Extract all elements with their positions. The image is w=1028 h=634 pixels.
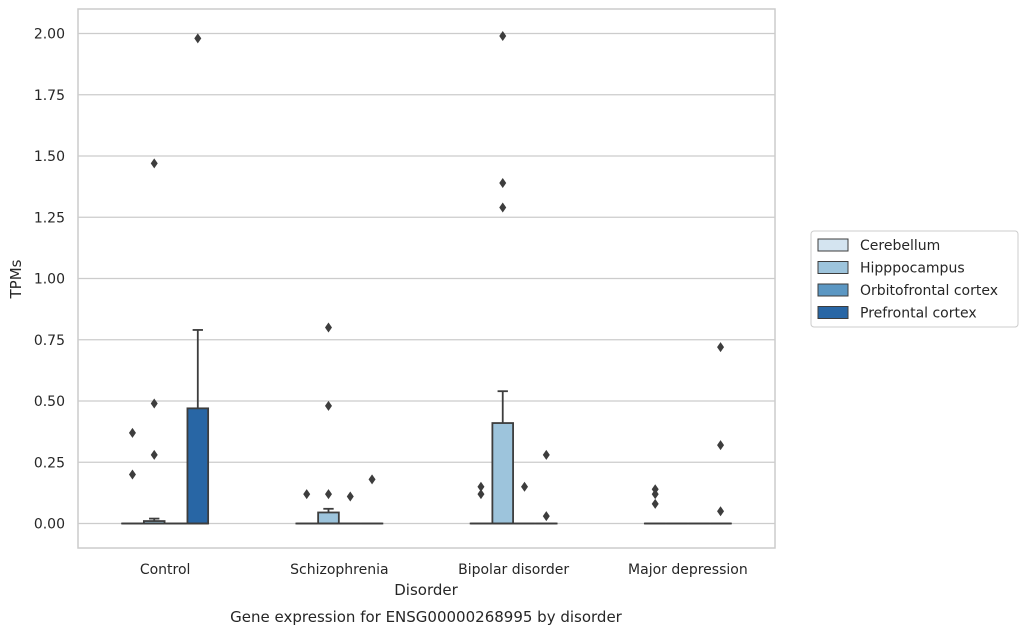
outlier-point bbox=[499, 177, 507, 188]
legend: Cerebellum Hipppocampus Orbitofrontal cort… bbox=[810, 230, 1019, 328]
outlier-point bbox=[194, 33, 202, 44]
outlier-point bbox=[499, 202, 507, 213]
outlier-point bbox=[499, 30, 507, 41]
outlier-point bbox=[521, 481, 529, 492]
x-tick-label: Major depression bbox=[628, 562, 748, 578]
outlier-point bbox=[150, 398, 158, 409]
outlier-point bbox=[303, 489, 311, 500]
y-tick-label: 2.00 bbox=[34, 27, 65, 43]
outliers bbox=[128, 30, 725, 522]
y-tick-label: 1.75 bbox=[34, 88, 65, 104]
y-tick-label: 0.25 bbox=[34, 455, 65, 471]
y-axis-title: TPMs bbox=[7, 259, 25, 299]
outlier-point bbox=[651, 489, 659, 500]
outlier-point bbox=[651, 498, 659, 509]
y-tick-label: 0.00 bbox=[34, 517, 65, 533]
outlier-point bbox=[542, 511, 550, 522]
outlier-point bbox=[542, 449, 550, 460]
legend-label: Orbitofrontal cortex bbox=[860, 283, 998, 299]
outlier-point bbox=[150, 449, 158, 460]
outlier-point bbox=[324, 489, 332, 500]
outlier-point bbox=[346, 491, 354, 502]
outlier-point bbox=[324, 322, 332, 333]
box-body bbox=[491, 422, 514, 525]
chart-caption: Gene expression for ENSG00000268995 by d… bbox=[230, 608, 623, 626]
outlier-point bbox=[368, 474, 376, 485]
outlier-point bbox=[128, 469, 136, 480]
x-axis-title: Disorder bbox=[394, 581, 458, 599]
x-axis-ticks: Control Schizophrenia Bipolar disorder Majo… bbox=[140, 562, 748, 578]
box-body bbox=[317, 511, 340, 525]
box-hipppocampus bbox=[142, 517, 166, 525]
outlier-point bbox=[477, 489, 485, 500]
boxes bbox=[121, 329, 732, 525]
outlier-point bbox=[717, 440, 725, 451]
box-hipppocampus bbox=[317, 507, 340, 525]
y-tick-label: 0.50 bbox=[34, 394, 65, 410]
legend-swatch bbox=[817, 306, 849, 319]
outlier-point bbox=[128, 427, 136, 438]
x-tick-label: Control bbox=[140, 562, 191, 578]
legend-swatch bbox=[817, 261, 849, 274]
x-tick-label: Schizophrenia bbox=[290, 562, 388, 578]
x-tick-label: Bipolar disorder bbox=[458, 562, 569, 578]
y-tick-label: 1.25 bbox=[34, 210, 65, 226]
box-prefrontal-cortex bbox=[186, 329, 210, 525]
legend-swatch bbox=[817, 238, 849, 252]
y-axis-ticks: 0.00 0.25 0.50 0.75 1.00 1.25 1.50 1.75 2.00 bbox=[34, 27, 65, 533]
outlier-point bbox=[150, 158, 158, 169]
legend-label: Hipppocampus bbox=[860, 261, 965, 277]
box-body bbox=[186, 407, 210, 525]
y-tick-label: 1.50 bbox=[34, 149, 65, 165]
legend-label: Cerebellum bbox=[860, 238, 940, 254]
box-hipppocampus bbox=[491, 390, 514, 525]
y-tick-label: 0.75 bbox=[34, 333, 65, 349]
outlier-point bbox=[717, 342, 725, 353]
outlier-point bbox=[324, 400, 332, 411]
legend-swatch bbox=[817, 283, 849, 297]
legend-frame bbox=[810, 230, 1019, 328]
outlier-point bbox=[717, 506, 725, 517]
outlier-point bbox=[477, 481, 485, 492]
y-tick-label: 1.00 bbox=[34, 272, 65, 288]
legend-label: Prefrontal cortex bbox=[860, 306, 977, 322]
